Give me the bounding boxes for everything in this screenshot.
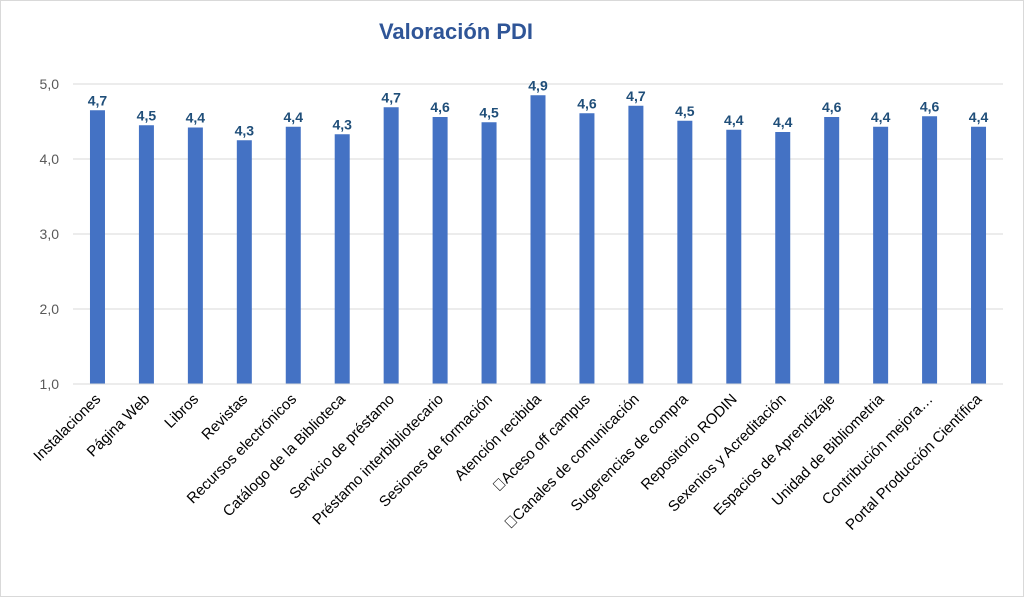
data-label: 4,3: [332, 116, 352, 132]
bar: [334, 134, 350, 384]
y-tick-label: 2,0: [40, 301, 60, 317]
bar: [432, 117, 448, 384]
data-label: 4,6: [920, 98, 940, 114]
data-label: 4,7: [381, 89, 401, 105]
data-label: 4,4: [773, 114, 793, 130]
data-label: 4,5: [479, 104, 499, 120]
bar: [285, 126, 301, 384]
data-label: 4,4: [186, 110, 206, 126]
bar: [138, 125, 154, 384]
bar: [775, 132, 791, 384]
data-label: 4,7: [88, 92, 108, 108]
data-label: 4,6: [430, 99, 450, 115]
bar: [628, 105, 644, 384]
bar: [481, 122, 497, 384]
data-labels: 4,7 4,5 4,4 4,3 4,4 4,3 4,7 4,6 4,5 4,9 4,6 4,7 4,5 4…: [88, 77, 989, 138]
bar: [824, 117, 840, 384]
data-label: 4,4: [284, 109, 304, 125]
x-tick-label: Atención recibida: [451, 390, 545, 484]
bar: [530, 95, 546, 384]
y-tick-label: 1,0: [40, 376, 60, 392]
data-label: 4,4: [871, 109, 891, 125]
data-label: 4,6: [822, 99, 842, 115]
bar: [89, 110, 105, 384]
data-label: 4,9: [528, 77, 548, 93]
data-label: 4,7: [626, 88, 646, 104]
bars: [89, 95, 987, 384]
bar: [922, 116, 938, 384]
y-axis: 1,0 2,0 3,0 4,0 5,0: [40, 76, 60, 392]
data-label: 4,4: [724, 112, 744, 128]
bar: [383, 107, 399, 384]
bar: [187, 127, 203, 384]
y-tick-label: 3,0: [40, 226, 60, 242]
x-tick-label: Libros: [161, 391, 202, 432]
data-label: 4,3: [235, 122, 255, 138]
y-tick-label: 4,0: [40, 151, 60, 167]
bar: [236, 140, 252, 384]
bar: [726, 129, 742, 384]
y-tick-label: 5,0: [40, 76, 60, 92]
data-label: 4,6: [577, 95, 597, 111]
data-label: 4,4: [969, 109, 989, 125]
bar: [677, 120, 693, 384]
bar: [971, 126, 987, 384]
data-label: 4,5: [137, 107, 157, 123]
bar: [873, 126, 889, 384]
data-label: 4,5: [675, 103, 695, 119]
chart-title: Valoración PDI: [378, 19, 534, 44]
bar: [579, 113, 595, 384]
